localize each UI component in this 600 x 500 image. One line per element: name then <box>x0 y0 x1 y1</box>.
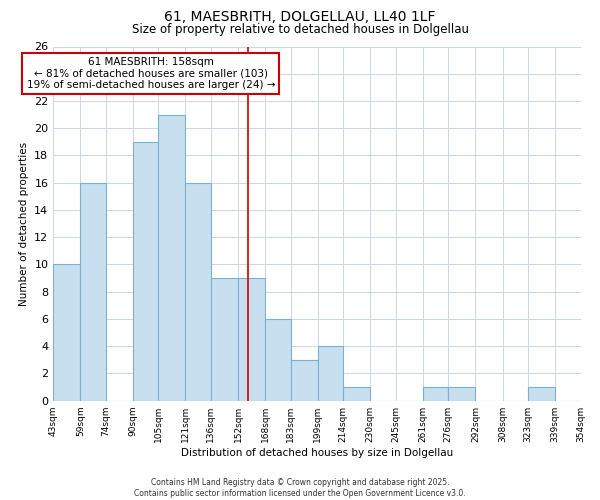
Bar <box>133 142 158 401</box>
Bar <box>318 346 343 401</box>
Text: 61, MAESBRITH, DOLGELLAU, LL40 1LF: 61, MAESBRITH, DOLGELLAU, LL40 1LF <box>164 10 436 24</box>
Bar <box>265 319 290 400</box>
Bar <box>290 360 318 401</box>
Bar <box>53 264 80 400</box>
Bar <box>211 278 238 400</box>
Bar <box>238 278 265 400</box>
Text: 61 MAESBRITH: 158sqm
← 81% of detached houses are smaller (103)
19% of semi-deta: 61 MAESBRITH: 158sqm ← 81% of detached h… <box>26 57 275 90</box>
Text: Contains HM Land Registry data © Crown copyright and database right 2025.
Contai: Contains HM Land Registry data © Crown c… <box>134 478 466 498</box>
Bar <box>423 387 448 400</box>
Y-axis label: Number of detached properties: Number of detached properties <box>19 142 29 306</box>
Bar <box>158 114 185 401</box>
Bar <box>528 387 555 400</box>
X-axis label: Distribution of detached houses by size in Dolgellau: Distribution of detached houses by size … <box>181 448 453 458</box>
Bar <box>448 387 475 400</box>
Text: Size of property relative to detached houses in Dolgellau: Size of property relative to detached ho… <box>131 22 469 36</box>
Bar <box>343 387 370 400</box>
Bar <box>185 182 211 400</box>
Bar <box>80 182 106 400</box>
